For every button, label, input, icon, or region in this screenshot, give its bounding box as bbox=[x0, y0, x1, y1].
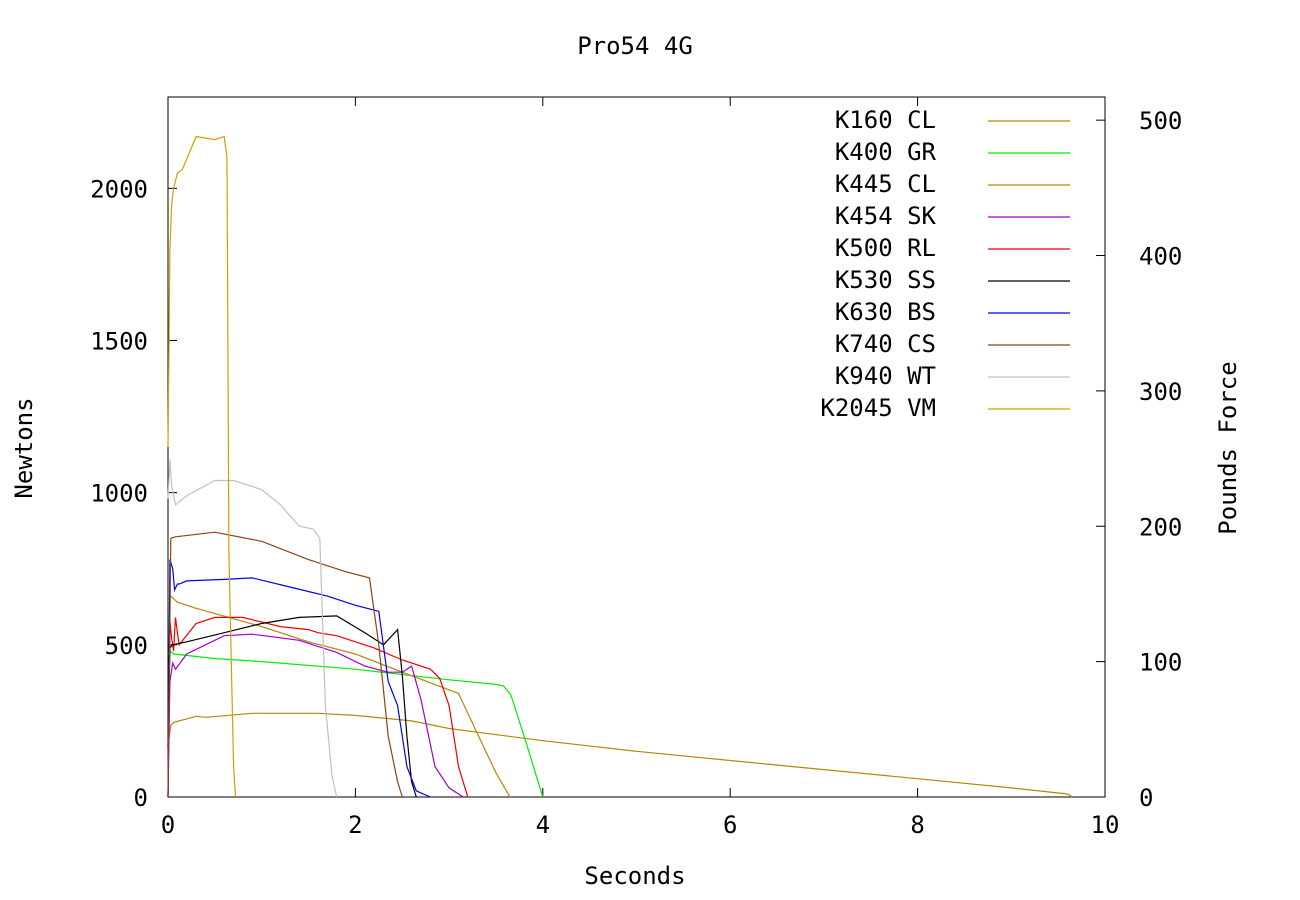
plot-frame bbox=[167, 96, 1106, 798]
y-tick-label: 1000 bbox=[90, 480, 148, 508]
x-tick-label: 6 bbox=[723, 811, 737, 839]
series-line bbox=[167, 459, 338, 798]
legend-label: K940 WT bbox=[835, 362, 936, 390]
legend-label: K454 SK bbox=[835, 202, 937, 230]
series-line bbox=[167, 615, 417, 798]
series-line bbox=[167, 595, 511, 798]
y2-tick-label: 400 bbox=[1139, 243, 1182, 271]
y-tick-label: 2000 bbox=[90, 175, 148, 203]
legend-label: K400 GR bbox=[835, 138, 937, 166]
legend-label: K500 RL bbox=[835, 234, 936, 262]
series-line bbox=[167, 633, 464, 798]
series-line bbox=[167, 650, 544, 798]
legend-label: K160 CL bbox=[835, 106, 936, 134]
x-tick-label: 4 bbox=[536, 811, 550, 839]
legend-label: K740 CS bbox=[835, 330, 936, 358]
y-axis-title: Newtons bbox=[10, 397, 38, 498]
x-tick-label: 0 bbox=[161, 811, 175, 839]
y2-tick-label: 500 bbox=[1139, 107, 1182, 135]
y2-axis-title: Pounds Force bbox=[1214, 361, 1242, 534]
series-lines bbox=[167, 135, 1073, 798]
series-line bbox=[167, 712, 1073, 798]
y2-tick-label: 300 bbox=[1139, 378, 1182, 406]
series-line bbox=[167, 531, 403, 798]
x-tick-label: 10 bbox=[1091, 811, 1120, 839]
y-tick-label: 500 bbox=[105, 632, 148, 660]
y2-tick-label: 200 bbox=[1139, 513, 1182, 541]
x-tick-label: 2 bbox=[348, 811, 362, 839]
x-axis-title: Seconds bbox=[584, 862, 685, 890]
y2-tick-label: 0 bbox=[1139, 784, 1153, 812]
legend: K160 CL K400 GR K445 CL K454 SK K500 RL K530 … bbox=[820, 106, 1070, 422]
series-line bbox=[167, 559, 431, 798]
chart-title: Pro54 4G bbox=[577, 32, 693, 60]
legend-label: K445 CL bbox=[835, 170, 936, 198]
y-tick-label: 0 bbox=[134, 784, 148, 812]
series-line bbox=[167, 135, 237, 798]
series-line bbox=[167, 616, 469, 798]
legend-label: K530 SS bbox=[835, 266, 936, 294]
legend-label: K2045 VM bbox=[820, 394, 936, 422]
legend-label: K630 BS bbox=[835, 298, 936, 326]
y2-tick-label: 100 bbox=[1139, 649, 1182, 677]
y-tick-label: 1500 bbox=[90, 327, 148, 355]
x-tick-label: 8 bbox=[910, 811, 924, 839]
